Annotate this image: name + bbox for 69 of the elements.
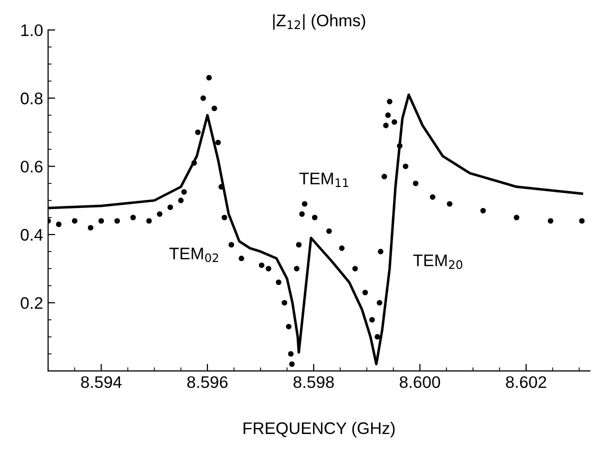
point bbox=[392, 119, 398, 125]
point bbox=[352, 266, 358, 272]
y-tick-label: 0.6 bbox=[20, 160, 43, 173]
point bbox=[114, 218, 120, 224]
point bbox=[396, 143, 402, 149]
point bbox=[383, 122, 389, 128]
point bbox=[446, 201, 452, 207]
y-tick-label: 1.0 bbox=[21, 24, 43, 36]
point bbox=[402, 164, 408, 170]
point bbox=[374, 334, 380, 340]
point bbox=[167, 204, 174, 210]
point bbox=[579, 218, 585, 224]
point bbox=[480, 208, 486, 214]
point bbox=[294, 266, 300, 272]
point bbox=[146, 218, 152, 224]
point bbox=[200, 95, 206, 101]
point bbox=[156, 211, 162, 217]
point bbox=[56, 222, 62, 228]
x-tick-label: 8.600 bbox=[400, 376, 440, 388]
point bbox=[412, 180, 418, 186]
point bbox=[258, 262, 264, 268]
point bbox=[195, 129, 201, 136]
point bbox=[386, 98, 392, 104]
point bbox=[514, 214, 520, 220]
point bbox=[385, 112, 391, 118]
point bbox=[296, 242, 302, 248]
point bbox=[302, 201, 308, 207]
point bbox=[282, 300, 288, 306]
annotation: TEM$_{02}$ bbox=[169, 248, 218, 262]
chart-title: |Z$_{12}$| (Ohms) bbox=[273, 14, 366, 30]
x-tick-label: 8.602 bbox=[506, 376, 546, 388]
point bbox=[276, 279, 282, 286]
point bbox=[228, 242, 234, 248]
point bbox=[206, 74, 212, 80]
point bbox=[339, 245, 345, 251]
point bbox=[212, 106, 218, 112]
x-tick-label: 8.596 bbox=[187, 376, 228, 388]
point bbox=[178, 198, 184, 204]
point bbox=[181, 189, 187, 195]
point bbox=[299, 211, 305, 217]
point bbox=[312, 214, 318, 220]
point bbox=[130, 214, 136, 220]
y-tick-label: 0.2 bbox=[20, 297, 42, 309]
point bbox=[288, 351, 294, 357]
point bbox=[238, 256, 244, 262]
point bbox=[266, 266, 272, 272]
point bbox=[326, 228, 332, 234]
point bbox=[362, 290, 368, 296]
point bbox=[430, 194, 436, 200]
point bbox=[88, 224, 94, 230]
point bbox=[289, 361, 295, 367]
point bbox=[382, 174, 388, 180]
point bbox=[378, 248, 384, 254]
point bbox=[286, 324, 292, 330]
point bbox=[369, 316, 375, 323]
point bbox=[191, 160, 197, 166]
y-tick-label: 0.4 bbox=[20, 228, 43, 241]
point bbox=[72, 218, 78, 224]
x-tick-label: 8.598 bbox=[294, 376, 334, 388]
point bbox=[548, 218, 554, 224]
annotation: TEM$_{11}$ bbox=[299, 172, 348, 187]
point bbox=[376, 300, 382, 306]
annotation: TEM$_{20}$ bbox=[413, 254, 462, 269]
y-tick-label: 0.8 bbox=[20, 92, 43, 104]
x-tick-label: 8.594 bbox=[81, 376, 122, 388]
x-axis-title: FREQUENCY (GHz) bbox=[244, 422, 395, 438]
point bbox=[215, 140, 221, 146]
point bbox=[222, 214, 228, 220]
point bbox=[98, 218, 104, 224]
